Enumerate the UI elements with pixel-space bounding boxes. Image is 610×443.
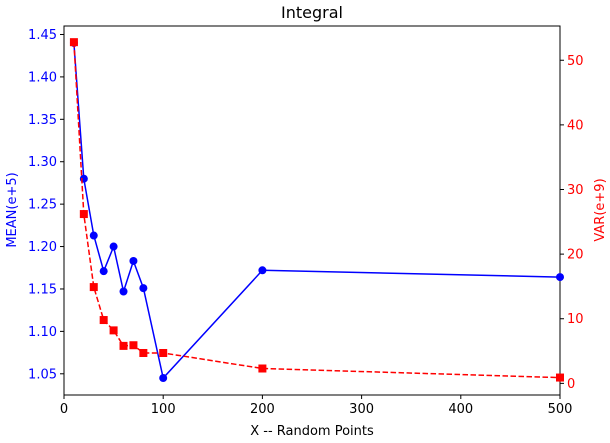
- var-data-point: [139, 348, 148, 357]
- chart-title: Integral: [281, 3, 343, 22]
- var-series-line: [73, 42, 561, 379]
- right-y-tick-label: 10: [567, 312, 584, 327]
- var-data-point: [109, 326, 118, 335]
- mean-data-point: [99, 267, 108, 276]
- left-y-tick-label: 1.40: [28, 70, 57, 85]
- var-data-point: [89, 283, 98, 292]
- right-y-axis-title: VAR(e+9): [593, 178, 608, 241]
- left-y-axis: 1.05 1.10 1.15 1.20 1.25 1.30 1.35 1.40 1.45: [28, 28, 64, 382]
- left-y-tick-label: 1.20: [28, 240, 57, 255]
- var-data-point: [69, 38, 78, 47]
- x-tick-label: 400: [448, 402, 473, 417]
- x-axis-title: X -- Random Points: [250, 424, 374, 439]
- var-data-point: [129, 341, 138, 350]
- mean-data-point: [139, 284, 148, 293]
- var-data-point: [99, 316, 108, 325]
- mean-data-point: [258, 266, 267, 275]
- right-y-axis: 0 10 20 30 40 50: [560, 54, 584, 392]
- x-axis: 0 100 200 300 400 500: [60, 395, 573, 417]
- left-y-tick-label: 1.45: [28, 28, 57, 43]
- right-y-tick-label: 20: [567, 248, 584, 263]
- mean-data-point: [556, 273, 564, 282]
- mean-data-point: [109, 242, 118, 251]
- series-layer: [69, 38, 564, 383]
- x-tick-label: 500: [548, 402, 573, 417]
- var-data-point: [258, 364, 267, 373]
- var-data-point: [119, 341, 128, 350]
- left-y-tick-label: 1.35: [28, 113, 57, 128]
- right-y-tick-label: 30: [567, 183, 584, 198]
- left-y-tick-label: 1.30: [28, 155, 57, 170]
- mean-data-point: [129, 256, 138, 265]
- x-tick-label: 200: [250, 402, 275, 417]
- x-tick-label: 300: [349, 402, 374, 417]
- var-data-point: [556, 373, 564, 382]
- x-tick-label: 100: [151, 402, 176, 417]
- mean-data-point: [159, 374, 168, 383]
- right-y-tick-label: 50: [567, 54, 584, 69]
- right-y-tick-label: 0: [567, 377, 575, 392]
- mean-series-line: [73, 42, 561, 380]
- left-y-tick-label: 1.05: [28, 367, 57, 382]
- plot-frame: [63, 25, 561, 396]
- mean-data-point: [89, 231, 98, 240]
- right-y-tick-label: 40: [567, 118, 584, 133]
- var-data-point: [159, 348, 168, 357]
- mean-data-point: [119, 287, 128, 296]
- left-y-tick-label: 1.10: [28, 325, 57, 340]
- left-y-axis-title: MEAN(e+5): [5, 172, 20, 247]
- left-y-tick-label: 1.15: [28, 282, 57, 297]
- var-data-point: [79, 210, 88, 219]
- x-tick-label: 0: [60, 402, 68, 417]
- left-y-tick-label: 1.25: [28, 198, 57, 213]
